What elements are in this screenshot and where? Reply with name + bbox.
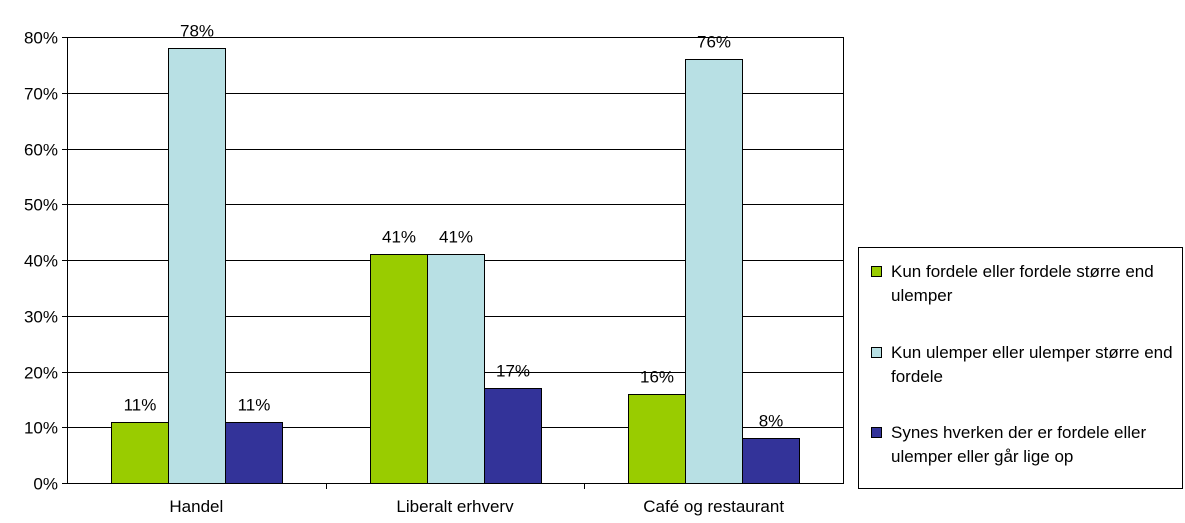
bar [226, 423, 283, 484]
bar [743, 439, 800, 484]
bar [169, 49, 226, 484]
legend-label-3: Synes hverken der er fordele eller ulemp… [891, 421, 1176, 469]
legend-label-2: Kun ulemper eller ulemper større end for… [891, 341, 1176, 389]
x-category-label: Liberalt erhverv [396, 497, 514, 516]
y-tick-label: 30% [24, 308, 58, 327]
legend-item-2: Kun ulemper eller ulemper større end for… [871, 341, 1176, 389]
legend-swatch-2 [871, 347, 882, 358]
data-label: 17% [496, 362, 530, 381]
y-tick-labels: 0% 10% 20% 30% 40% 50% 60% 70% 80% [24, 29, 58, 494]
bar [686, 60, 743, 484]
legend: Kun fordele eller fordele større end ule… [858, 247, 1183, 489]
legend-label-1: Kun fordele eller fordele større end ule… [891, 260, 1176, 308]
data-label: 41% [439, 228, 473, 247]
y-tick-label: 40% [24, 252, 58, 271]
data-label: 41% [382, 228, 416, 247]
data-label: 11% [238, 396, 271, 415]
bar [629, 395, 686, 484]
y-tick-label: 70% [24, 85, 58, 104]
data-label: 16% [640, 368, 674, 387]
legend-item-3: Synes hverken der er fordele eller ulemp… [871, 421, 1176, 469]
bar [428, 255, 485, 484]
y-tick-label: 10% [24, 419, 58, 438]
data-label: 8% [759, 412, 784, 431]
bar [485, 389, 542, 484]
bars [112, 49, 800, 484]
data-label: 78% [180, 22, 214, 41]
bar [371, 255, 428, 484]
legend-item-1: Kun fordele eller fordele større end ule… [871, 260, 1176, 308]
y-tick-label: 50% [24, 196, 58, 215]
legend-swatch-3 [871, 427, 882, 438]
y-tick-label: 80% [24, 29, 58, 48]
x-category-labels: Handel Liberalt erhverv Café og restaurant [169, 497, 784, 516]
legend-swatch-1 [871, 266, 882, 277]
data-label: 76% [697, 33, 731, 52]
data-label: 11% [124, 396, 157, 415]
x-category-label: Handel [169, 497, 223, 516]
bar-chart: 0% 10% 20% 30% 40% 50% 60% 70% 80% 11% 78% 11% 41% 4… [0, 0, 850, 523]
y-tick-label: 0% [33, 475, 58, 494]
y-tick-label: 60% [24, 141, 58, 160]
y-tick-label: 20% [24, 364, 58, 383]
bar [112, 423, 169, 484]
x-category-label: Café og restaurant [643, 497, 784, 516]
